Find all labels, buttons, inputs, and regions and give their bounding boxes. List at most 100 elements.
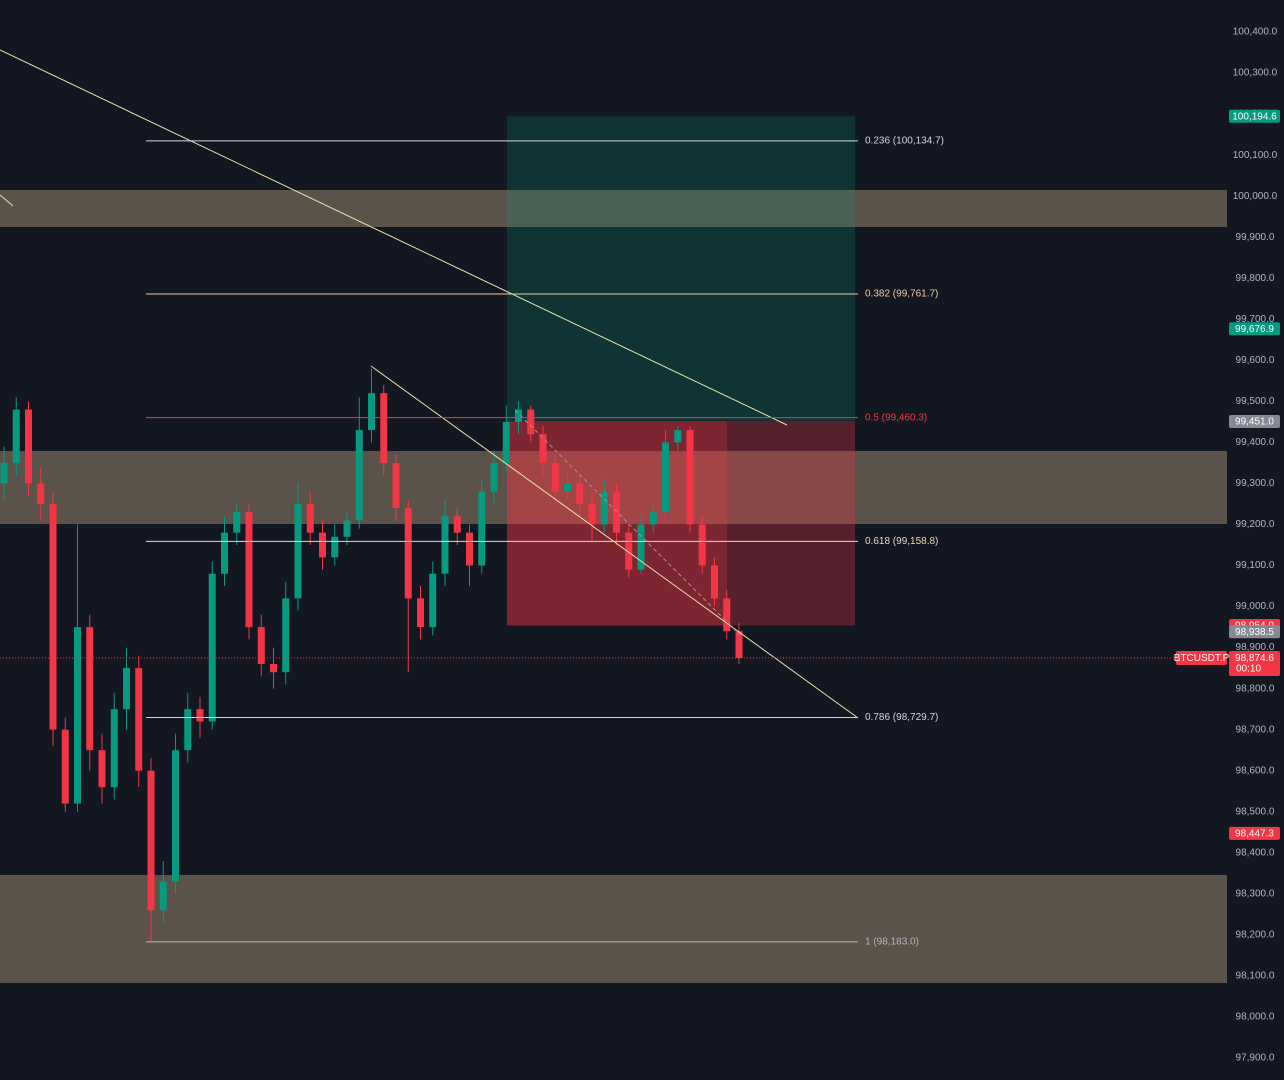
- candle-body: [172, 750, 179, 882]
- candle-body: [49, 503, 57, 730]
- y-tick-label: 99,000.0: [1236, 601, 1275, 612]
- candle-body: [404, 508, 412, 599]
- zone: [0, 875, 1227, 983]
- candle-body: [355, 430, 363, 521]
- candle-body: [674, 430, 682, 443]
- fib-label: 0.618 (99,158.8): [865, 536, 938, 547]
- candle-body: [600, 491, 608, 525]
- fib-layer: 0.236 (100,134.7) 0.382 (99,761.7) 0.5 (99…: [146, 136, 944, 947]
- candle-body: [478, 491, 486, 566]
- y-tick-label: 99,400.0: [1236, 437, 1275, 448]
- price-tag-label: 98,938.5: [1235, 627, 1274, 638]
- fib-label: 0.786 (98,729.7): [865, 712, 938, 723]
- y-tick-label: 98,300.0: [1236, 888, 1275, 899]
- candle-body: [74, 627, 81, 804]
- candle-body: [417, 598, 424, 628]
- current-price-label: 98,874.6: [1235, 653, 1274, 664]
- candle-body: [110, 709, 118, 788]
- candle-body: [613, 491, 620, 533]
- candle-body: [453, 516, 461, 533]
- y-tick-label: 98,100.0: [1236, 971, 1275, 982]
- y-tick-label: 99,900.0: [1236, 232, 1275, 243]
- candle-body: [37, 483, 45, 504]
- y-tick-label: 98,600.0: [1236, 765, 1275, 776]
- candle-body: [306, 503, 314, 533]
- candle-body: [392, 462, 400, 509]
- candle-body: [625, 532, 633, 570]
- candle-body: [441, 516, 449, 574]
- candle-body: [539, 434, 547, 463]
- candle-body: [686, 430, 694, 525]
- candle-body: [576, 483, 584, 504]
- current-price-tag: [1229, 651, 1280, 677]
- candle-body: [343, 520, 351, 537]
- candle-body: [551, 462, 559, 492]
- candle-body: [319, 532, 326, 558]
- y-tick-label: 98,800.0: [1236, 683, 1275, 694]
- candle-body: [331, 536, 339, 558]
- candle-body: [98, 750, 106, 788]
- candles-layer: [0, 368, 743, 942]
- candle-body: [270, 664, 277, 673]
- y-tick-label: 100,100.0: [1233, 150, 1278, 161]
- y-tick-label: 98,200.0: [1236, 930, 1275, 941]
- y-tick-label: 99,300.0: [1236, 478, 1275, 489]
- fib-label: 0.236 (100,134.7): [865, 136, 944, 147]
- fib-label: 0.5 (99,460.3): [865, 412, 927, 423]
- price-tag: [1229, 322, 1280, 336]
- y-tick-label: 100,400.0: [1233, 27, 1278, 38]
- candle-body: [429, 573, 437, 628]
- candle-body: [61, 729, 69, 804]
- y-tick-label: 99,100.0: [1236, 560, 1275, 571]
- candle-body: [723, 598, 731, 632]
- candle-body: [527, 409, 535, 435]
- candle-body: [184, 709, 192, 751]
- candle-body: [86, 627, 94, 751]
- candle-body: [711, 565, 718, 599]
- candle-body: [12, 409, 20, 463]
- y-tick-label: 99,700.0: [1236, 314, 1275, 325]
- candle-body: [257, 627, 265, 665]
- candle-body: [380, 393, 388, 463]
- candle-body: [698, 524, 706, 566]
- y-tick-label: 99,200.0: [1236, 519, 1275, 530]
- candle-body: [637, 524, 645, 570]
- candle-body: [147, 770, 155, 911]
- trend-line: [0, 49, 788, 426]
- candle-body: [159, 881, 167, 911]
- price-tag: [1229, 826, 1280, 840]
- price-tag-label: 100,194.6: [1232, 111, 1277, 122]
- zone: [0, 190, 1227, 227]
- y-tick-label: 100,300.0: [1233, 68, 1278, 79]
- candle-body: [0, 462, 8, 484]
- price-tag: [1229, 414, 1280, 428]
- candle-body: [135, 668, 143, 771]
- candle-body: [564, 483, 571, 492]
- price-tag-label: 99,676.9: [1235, 324, 1274, 335]
- trend-line: [370, 365, 859, 719]
- profit-zone: [507, 116, 855, 422]
- candle-body: [123, 668, 130, 710]
- candle-body: [245, 512, 253, 628]
- candle-body: [735, 631, 743, 659]
- y-tick-label: 99,800.0: [1236, 273, 1275, 284]
- symbol-tag: [1176, 651, 1227, 666]
- y-tick-label: 98,900.0: [1236, 642, 1275, 653]
- price-tag-label: 99,451.0: [1235, 417, 1274, 428]
- fib-label: 0.382 (99,761.7): [865, 289, 938, 300]
- y-tick-label: 98,000.0: [1236, 1012, 1275, 1023]
- price-tag-label: 98,447.3: [1235, 829, 1274, 840]
- candle-body: [662, 442, 669, 513]
- candle-body: [490, 462, 498, 492]
- candle-body: [282, 598, 290, 673]
- loss-zone: [507, 421, 855, 626]
- candle-body: [208, 573, 216, 722]
- y-tick-label: 99,500.0: [1236, 396, 1275, 407]
- symbol-label: BTCUSDT.P: [1174, 653, 1230, 664]
- countdown: 00:10: [1236, 664, 1261, 675]
- candle-body: [221, 532, 228, 574]
- y-tick-label: 99,600.0: [1236, 355, 1275, 366]
- candle-body: [588, 503, 596, 525]
- trend-line: [0, 194, 14, 207]
